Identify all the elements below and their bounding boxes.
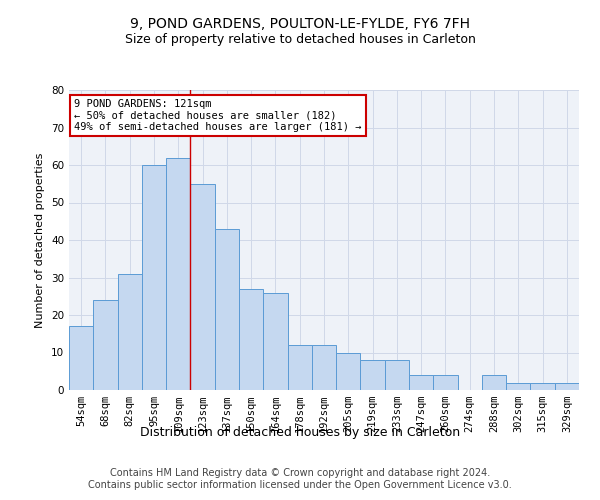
Bar	[239, 289, 263, 390]
Text: Contains HM Land Registry data © Crown copyright and database right 2024.: Contains HM Land Registry data © Crown c…	[110, 468, 490, 477]
Text: 9, POND GARDENS, POULTON-LE-FYLDE, FY6 7FH: 9, POND GARDENS, POULTON-LE-FYLDE, FY6 7…	[130, 18, 470, 32]
Bar	[385, 360, 409, 390]
Bar	[433, 375, 458, 390]
Bar	[166, 158, 190, 390]
Text: Distribution of detached houses by size in Carleton: Distribution of detached houses by size …	[140, 426, 460, 439]
Bar	[215, 229, 239, 390]
Bar	[361, 360, 385, 390]
Bar	[69, 326, 93, 390]
Text: 9 POND GARDENS: 121sqm
← 50% of detached houses are smaller (182)
49% of semi-de: 9 POND GARDENS: 121sqm ← 50% of detached…	[74, 99, 362, 132]
Bar	[142, 165, 166, 390]
Text: Contains public sector information licensed under the Open Government Licence v3: Contains public sector information licen…	[88, 480, 512, 490]
Bar	[287, 345, 312, 390]
Bar	[336, 352, 361, 390]
Bar	[312, 345, 336, 390]
Bar	[482, 375, 506, 390]
Bar	[263, 292, 287, 390]
Bar	[93, 300, 118, 390]
Bar	[409, 375, 433, 390]
Bar	[506, 382, 530, 390]
Bar	[190, 184, 215, 390]
Bar	[530, 382, 555, 390]
Text: Size of property relative to detached houses in Carleton: Size of property relative to detached ho…	[125, 32, 475, 46]
Bar	[555, 382, 579, 390]
Bar	[118, 274, 142, 390]
Y-axis label: Number of detached properties: Number of detached properties	[35, 152, 46, 328]
